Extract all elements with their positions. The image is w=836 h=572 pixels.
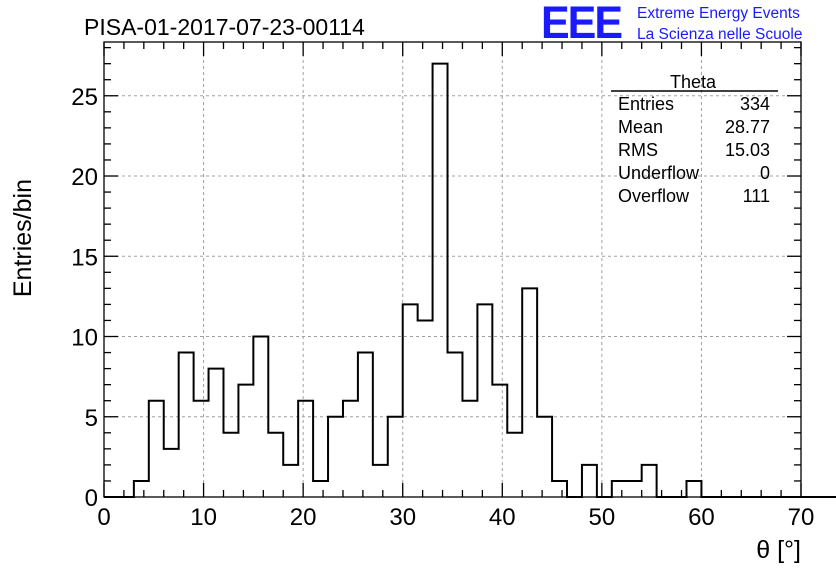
x-tick-label: 0 <box>97 504 110 531</box>
histogram-bin <box>283 465 298 497</box>
histogram-bin <box>418 320 433 497</box>
histogram-bin <box>313 481 328 497</box>
x-tick-label: 10 <box>190 504 217 531</box>
histogram-bin <box>552 481 567 497</box>
histogram-bin <box>223 433 238 497</box>
y-tick-label: 10 <box>71 325 98 352</box>
histogram-bin <box>537 417 552 497</box>
histogram-bin <box>179 353 194 497</box>
histogram-bin <box>462 401 477 497</box>
stats-title: Theta <box>670 72 717 92</box>
stats-label: Overflow <box>618 186 690 206</box>
y-tick-label: 25 <box>71 84 98 111</box>
histogram-bin <box>492 385 507 497</box>
stats-label: Entries <box>618 94 674 114</box>
histogram-bin <box>238 385 253 497</box>
y-tick-label: 15 <box>71 244 98 271</box>
x-tick-label: 40 <box>489 504 516 531</box>
histogram-bin <box>686 481 701 497</box>
histogram-bin <box>194 401 209 497</box>
y-tick-label: 0 <box>85 485 98 512</box>
x-tick-label: 20 <box>290 504 317 531</box>
chart-title: PISA-01-2017-07-23-00114 <box>84 14 365 40</box>
histogram-bin <box>433 64 448 497</box>
eee-logo-mark: EEE <box>541 0 622 48</box>
stats-value: 111 <box>743 186 770 206</box>
y-axis-label: Entries/bin <box>9 179 37 297</box>
stats-label: Underflow <box>618 163 700 183</box>
eee-logo-line1: Extreme Energy Events <box>637 5 800 22</box>
histogram-bin <box>627 481 642 497</box>
eee-logo-line2: La Scienza nelle Scuole <box>637 26 802 43</box>
histogram-bin <box>134 481 149 497</box>
histogram-bin <box>403 304 418 497</box>
histogram-bin <box>343 401 358 497</box>
histogram-bin <box>507 433 522 497</box>
histogram-bin <box>268 433 283 497</box>
histogram-bin <box>448 353 463 497</box>
y-tick-labels: 0 5 10 15 20 25 <box>71 84 98 512</box>
histogram-bin <box>612 481 627 497</box>
stats-box: Theta Entries 334 Mean 28.77 RMS 15.03 U… <box>611 72 778 206</box>
x-tick-label: 60 <box>688 504 715 531</box>
eee-logo: EEE Extreme Energy Events La Scienza nel… <box>541 0 802 48</box>
histogram-outline <box>104 62 836 498</box>
histogram-series <box>104 62 836 498</box>
x-tick-labels: 0 10 20 30 40 50 60 70 <box>97 504 814 531</box>
axis-ticks <box>103 42 802 498</box>
histogram-bin <box>477 304 492 497</box>
histogram-bin <box>149 401 164 497</box>
stats-value: 15.03 <box>725 140 770 160</box>
histogram-bin <box>164 449 179 497</box>
histogram-bin <box>642 465 657 497</box>
x-tick-label: 50 <box>589 504 616 531</box>
stats-value: 28.77 <box>725 117 770 137</box>
stats-value: 0 <box>760 163 770 183</box>
histogram-bin <box>582 465 597 497</box>
histogram-bin <box>298 401 313 497</box>
y-tick-label: 5 <box>85 405 98 432</box>
histogram-bin <box>328 417 343 497</box>
stats-label: RMS <box>618 140 658 160</box>
histogram-bin <box>373 465 388 497</box>
stats-label: Mean <box>618 117 663 137</box>
plot-frame <box>103 41 802 498</box>
histogram-bin <box>358 353 373 497</box>
x-axis-label: θ [°] <box>756 536 801 564</box>
stats-value: 334 <box>740 94 770 114</box>
histogram-bin <box>388 417 403 497</box>
x-tick-label: 30 <box>389 504 416 531</box>
x-tick-label: 70 <box>788 504 815 531</box>
y-tick-label: 20 <box>71 164 98 191</box>
histogram-bin <box>209 369 224 497</box>
histogram-bin <box>522 288 537 497</box>
grid-lines <box>104 42 801 497</box>
